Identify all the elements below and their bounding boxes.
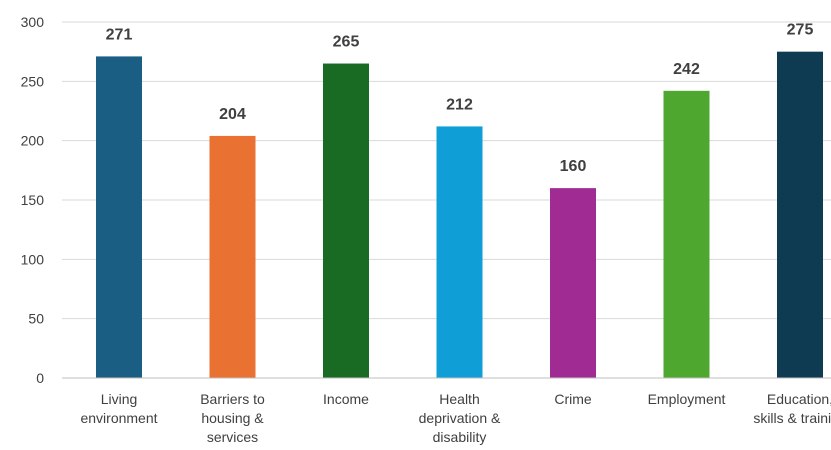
category-label-line: Health bbox=[439, 391, 479, 407]
data-label: 275 bbox=[787, 22, 814, 39]
category-label-line: Employment bbox=[648, 391, 726, 407]
category-label: Crime bbox=[554, 391, 592, 407]
y-tick-label: 50 bbox=[28, 311, 44, 327]
category-label-line: environment bbox=[80, 410, 157, 426]
y-tick-label: 300 bbox=[21, 14, 45, 30]
category-label-line: disability bbox=[433, 429, 487, 445]
y-tick-label: 0 bbox=[36, 370, 44, 386]
x-axis-categories: Living environment Barriers to housing & ser… bbox=[80, 391, 831, 445]
data-label: 204 bbox=[219, 106, 246, 123]
category-label: Health deprivation & disability bbox=[419, 391, 501, 445]
category-label-line: housing & bbox=[201, 410, 264, 426]
data-label: 271 bbox=[106, 26, 133, 43]
category-label: Education, skills & training bbox=[753, 391, 831, 426]
y-tick-label: 250 bbox=[21, 73, 45, 89]
category-label: Living environment bbox=[80, 391, 157, 426]
category-label: Employment bbox=[648, 391, 726, 407]
data-label: 212 bbox=[446, 96, 473, 113]
y-tick-label: 200 bbox=[21, 133, 45, 149]
data-label: 265 bbox=[333, 34, 360, 51]
bar bbox=[436, 126, 483, 378]
category-label-line: Income bbox=[323, 391, 369, 407]
bar bbox=[550, 188, 596, 378]
bar bbox=[323, 63, 369, 379]
data-label: 242 bbox=[673, 61, 700, 78]
category-label-line: Crime bbox=[554, 391, 592, 407]
y-tick-label: 150 bbox=[21, 192, 45, 208]
category-label-line: skills & training bbox=[753, 410, 831, 426]
y-axis-ticks: 0 50 100 150 200 250 300 bbox=[21, 14, 45, 386]
category-label-line: services bbox=[207, 429, 258, 445]
y-tick-label: 100 bbox=[21, 251, 45, 267]
data-label: 160 bbox=[560, 158, 587, 175]
category-label: Income bbox=[323, 391, 369, 407]
data-labels: 271 204 265 212 160 242 275 bbox=[106, 22, 814, 175]
category-label-line: Education, bbox=[767, 391, 831, 407]
bars bbox=[96, 51, 823, 379]
bar bbox=[96, 56, 142, 379]
bar bbox=[777, 51, 823, 379]
category-label-line: deprivation & bbox=[419, 410, 501, 426]
category-label: Barriers to housing & services bbox=[200, 391, 265, 445]
category-label-line: Barriers to bbox=[200, 391, 265, 407]
bar bbox=[209, 135, 256, 378]
bar bbox=[663, 90, 710, 379]
category-label-line: Living bbox=[101, 391, 138, 407]
